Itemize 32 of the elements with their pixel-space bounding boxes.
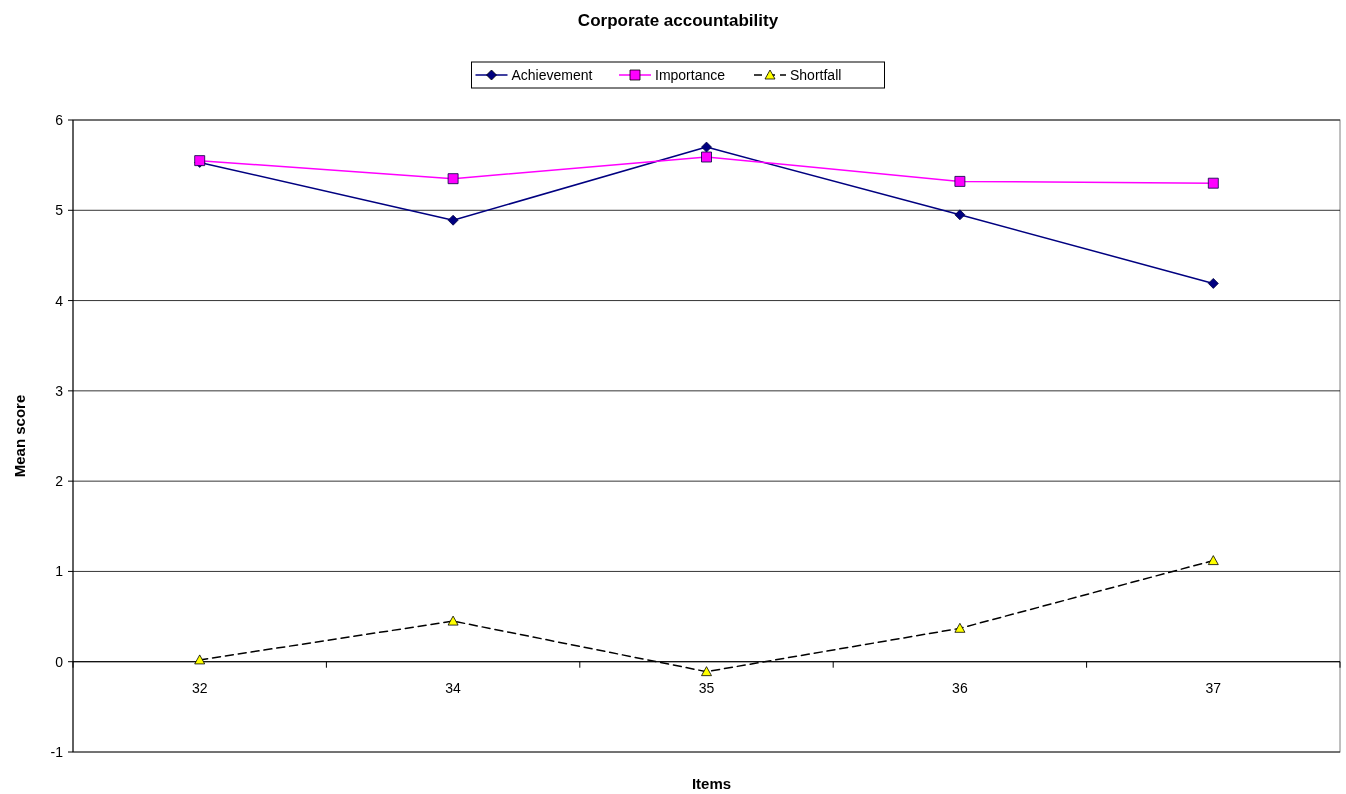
y-tick-label: 4	[55, 292, 64, 309]
y-tick-label: 1	[55, 563, 64, 580]
legend-label: Shortfall	[790, 67, 842, 83]
point	[954, 209, 966, 221]
x-tick-label: 35	[698, 679, 715, 696]
legend-label: Importance	[655, 67, 726, 83]
x-tick-label: 32	[191, 679, 208, 696]
x-tick-label: 36	[952, 679, 968, 696]
y-tick-label: -1	[50, 744, 64, 760]
y-tick-label: 6	[55, 112, 64, 128]
point	[954, 175, 966, 187]
x-tick-label: 37	[1205, 679, 1222, 696]
point	[447, 615, 459, 626]
point	[1207, 177, 1219, 189]
y-tick-label: 0	[55, 653, 64, 670]
y-axis-title: Mean score	[11, 394, 28, 478]
point	[701, 151, 712, 163]
x-tick-label: 34	[445, 679, 462, 696]
legend-label: Achievement	[511, 67, 593, 83]
point	[701, 141, 712, 153]
point	[954, 622, 966, 633]
x-axis-title: Items	[691, 775, 732, 792]
point	[447, 173, 459, 185]
point	[194, 654, 206, 665]
y-tick-label: 3	[55, 382, 64, 399]
point	[447, 214, 459, 226]
point	[1207, 278, 1219, 289]
y-tick-label: 2	[55, 473, 64, 490]
y-tick-label: 5	[55, 202, 64, 219]
point	[701, 666, 712, 677]
chart-title: Corporate accountability	[577, 11, 779, 30]
point	[1207, 555, 1219, 565]
